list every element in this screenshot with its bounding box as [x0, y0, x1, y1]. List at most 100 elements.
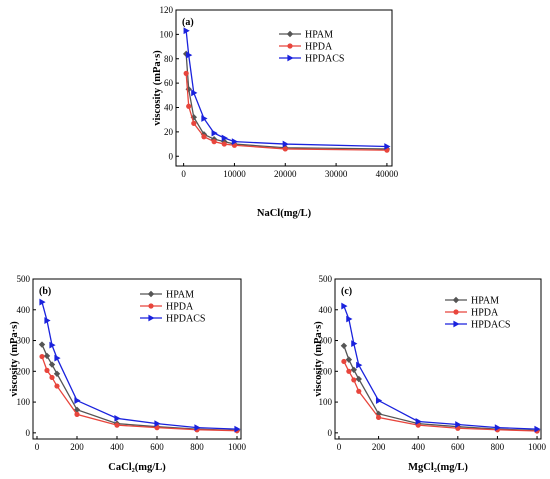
data-point: [341, 302, 348, 310]
legend-entry: HPDACS: [471, 320, 510, 331]
data-point: [183, 70, 189, 76]
y-tick-label: 0: [169, 151, 174, 161]
data-point: [346, 315, 353, 323]
legend-marker: [148, 314, 155, 322]
series-line: [343, 345, 538, 432]
y-axis-label: viscosity (mPa·s): [313, 321, 324, 397]
x-tick-label: 400: [411, 442, 425, 452]
data-point: [384, 143, 391, 150]
legend-entry: HPAM: [305, 30, 333, 41]
legend-entry: HPDACS: [305, 54, 344, 65]
data-point: [375, 397, 383, 404]
data-point: [340, 342, 348, 349]
x-tick-label: 1000: [228, 442, 247, 452]
legend-marker: [147, 290, 155, 298]
data-point: [375, 414, 382, 421]
data-point: [39, 353, 45, 360]
data-point: [494, 424, 502, 432]
legend-marker: [453, 320, 460, 328]
x-tick-label: 800: [190, 442, 204, 452]
x-axis-label: MgCl₂(mg/L): [408, 462, 468, 473]
y-tick-label: 120: [160, 5, 174, 15]
data-point: [74, 411, 80, 417]
data-point: [282, 140, 289, 148]
plot-frame: [32, 278, 242, 440]
data-point: [38, 341, 46, 348]
series-HPDACS: [341, 302, 541, 433]
y-tick-label: 100: [17, 397, 31, 407]
data-point: [185, 86, 192, 93]
data-point: [54, 383, 60, 389]
y-tick-label: 200: [17, 366, 31, 376]
data-point: [186, 51, 193, 59]
data-point: [114, 414, 121, 422]
legend-entry: HPDA: [471, 308, 499, 319]
legend-marker: [287, 43, 293, 49]
y-tick-label: 40: [164, 103, 174, 113]
x-tick-label: 20000: [274, 169, 297, 179]
data-point: [346, 368, 352, 374]
series-HPDA: [183, 70, 390, 153]
data-point: [356, 361, 363, 369]
data-point: [194, 424, 201, 432]
y-axis-label: viscosity (mPa·s): [9, 321, 20, 397]
y-axis-label: viscosity (mPa·s): [152, 50, 163, 126]
data-point: [211, 129, 218, 137]
data-point: [415, 418, 422, 425]
y-tick-label: 400: [319, 305, 333, 315]
data-point: [355, 375, 362, 383]
series-HPDACS: [39, 298, 241, 433]
data-point: [48, 361, 56, 368]
plot-frame: [334, 278, 542, 440]
x-tick-label: 40000: [376, 169, 399, 179]
x-tick-label: 0: [35, 442, 40, 452]
chart-panel-2: 0 200 400 600 800 1000 0 100 200 300 400 500 (c) MgCl…: [313, 274, 547, 473]
y-tick-label: 400: [17, 305, 31, 315]
legend-marker: [453, 309, 459, 315]
x-tick-label: 10000: [223, 169, 246, 179]
panel-label: (a): [182, 17, 194, 28]
series-HPAM: [38, 341, 241, 434]
series-HPDA: [341, 358, 540, 434]
x-tick-label: 600: [451, 442, 465, 452]
data-point: [74, 397, 81, 404]
x-tick-label: 30000: [325, 169, 348, 179]
x-tick-label: 800: [491, 442, 505, 452]
data-point: [54, 354, 61, 362]
series-line: [41, 356, 238, 432]
legend-marker: [286, 30, 294, 38]
data-point: [345, 356, 353, 363]
plot-frame: [175, 9, 393, 167]
data-point: [43, 352, 51, 360]
panel-label: (b): [39, 286, 51, 297]
data-point: [231, 138, 239, 146]
series-HPAM: [340, 342, 541, 434]
legend-entry: HPAM: [471, 296, 499, 307]
legend-entry: HPDA: [305, 42, 333, 53]
legend-marker: [287, 54, 294, 62]
series-HPAM: [182, 50, 391, 153]
y-tick-label: 60: [164, 78, 174, 88]
data-point: [221, 141, 227, 147]
data-point: [350, 366, 358, 373]
y-tick-label: 20: [164, 127, 174, 137]
x-tick-label: 0: [181, 169, 186, 179]
data-point: [221, 134, 228, 142]
y-tick-label: 300: [319, 336, 333, 346]
data-point: [201, 115, 208, 122]
data-point: [351, 377, 357, 383]
x-tick-label: 600: [150, 442, 164, 452]
y-tick-label: 80: [164, 54, 174, 64]
legend-marker: [452, 296, 460, 304]
data-point: [211, 139, 217, 145]
data-point: [282, 146, 288, 152]
y-tick-label: 300: [17, 336, 31, 346]
panel-label: (c): [341, 286, 352, 297]
legend-marker: [148, 303, 154, 309]
data-point: [114, 422, 120, 428]
series-line: [185, 30, 387, 148]
data-point: [183, 27, 190, 35]
